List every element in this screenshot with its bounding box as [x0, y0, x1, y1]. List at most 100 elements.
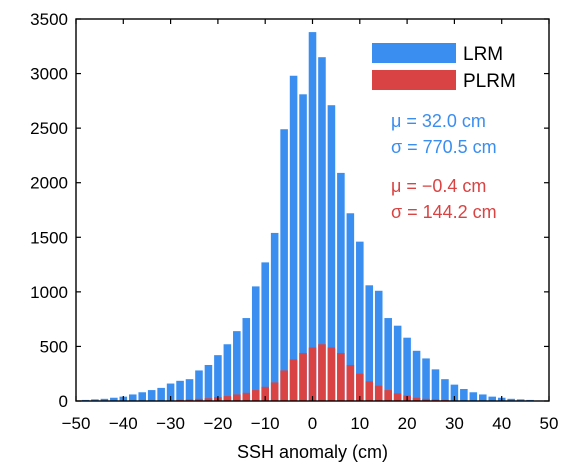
plrm-bar	[185, 399, 194, 401]
plrm-bar	[356, 373, 364, 401]
plrm-mean-annotation: μ = −0.4 cm	[391, 176, 486, 196]
plrm-bar	[422, 398, 430, 401]
plrm-bar	[346, 364, 355, 401]
plrm-bar	[233, 394, 241, 401]
x-tick-label: −50	[62, 414, 91, 433]
lrm-bar	[204, 364, 213, 401]
lrm-bar	[100, 398, 109, 401]
x-tick-label: 0	[308, 414, 317, 433]
lrm-bar	[488, 396, 497, 401]
plrm-bar	[431, 399, 440, 401]
lrm-bar	[422, 358, 430, 401]
plrm-bar	[242, 392, 251, 401]
lrm-bar	[393, 325, 402, 401]
plrm-bar	[412, 397, 421, 401]
x-tick-label: −10	[251, 414, 280, 433]
lrm-bar	[356, 241, 364, 401]
lrm-bar	[176, 380, 184, 401]
legend-swatch-plrm	[372, 70, 456, 90]
lrm-bar	[308, 32, 317, 401]
lrm-bar	[450, 384, 459, 401]
y-tick-label: 2500	[30, 119, 68, 138]
x-tick-label: 40	[492, 414, 511, 433]
plrm-bar	[289, 359, 298, 401]
lrm-bar	[157, 387, 165, 401]
lrm-bar	[233, 331, 241, 401]
plrm-bar	[327, 347, 336, 401]
x-tick-label: 10	[350, 414, 369, 433]
lrm-bar	[214, 355, 222, 401]
y-tick-label: 3500	[30, 10, 68, 29]
y-tick-label: 3000	[30, 65, 68, 84]
statistics-annotations: μ = 32.0 cm σ = 770.5 cm μ = −0.4 cm σ =…	[391, 111, 497, 222]
lrm-bar	[166, 383, 175, 401]
plrm-bars	[166, 344, 459, 401]
x-tick-label: −20	[203, 414, 232, 433]
plrm-bar	[261, 386, 269, 401]
lrm-bar	[403, 337, 411, 401]
lrm-bar	[441, 379, 449, 401]
plrm-bar	[393, 393, 402, 401]
plrm-bar	[251, 390, 260, 401]
lrm-bar	[299, 94, 307, 401]
legend: LRM PLRM	[372, 43, 516, 92]
plrm-bar	[204, 398, 213, 401]
plrm-bar	[299, 352, 307, 401]
plrm-bar	[374, 385, 383, 401]
plrm-bar	[337, 352, 345, 401]
lrm-bar	[469, 392, 478, 401]
lrm-bar	[128, 394, 137, 401]
x-tick-label: −40	[109, 414, 138, 433]
plrm-bar	[280, 370, 288, 401]
lrm-bar	[337, 172, 345, 401]
lrm-sigma-annotation: σ = 770.5 cm	[391, 137, 497, 157]
x-tick-label: −30	[156, 414, 185, 433]
lrm-bar	[412, 350, 421, 401]
plrm-bar	[365, 381, 374, 401]
plrm-bar	[223, 396, 232, 401]
y-tick-label: 2000	[30, 174, 68, 193]
x-axis-ticks: −50 −40 −30 −20 −10 0 10 20 30 40 50	[62, 19, 559, 433]
lrm-bar	[147, 390, 156, 401]
lrm-bar	[289, 75, 298, 401]
lrm-bar	[242, 318, 251, 401]
lrm-bar	[138, 392, 147, 401]
lrm-bar	[223, 344, 232, 401]
lrm-bar	[110, 397, 118, 401]
lrm-bar	[460, 388, 468, 401]
y-tick-label: 0	[59, 392, 68, 411]
legend-label-plrm: PLRM	[463, 71, 516, 92]
lrm-bar	[346, 213, 355, 401]
lrm-bar	[91, 399, 99, 401]
lrm-bar	[251, 286, 260, 401]
plrm-bar	[318, 344, 326, 401]
lrm-bar	[507, 398, 515, 401]
x-tick-label: 30	[445, 414, 464, 433]
plrm-bar	[270, 382, 279, 401]
lrm-bar	[261, 262, 269, 401]
legend-swatch-lrm	[372, 43, 456, 63]
x-tick-label: 50	[540, 414, 559, 433]
plrm-sigma-annotation: σ = 144.2 cm	[391, 202, 497, 222]
legend-label-lrm: LRM	[463, 44, 503, 65]
lrm-bar	[280, 129, 288, 402]
lrm-bar	[479, 394, 487, 401]
lrm-bar	[384, 318, 392, 401]
y-tick-label: 1000	[30, 283, 68, 302]
lrm-bar	[318, 57, 326, 401]
y-tick-label: 500	[40, 337, 68, 356]
lrm-mean-annotation: μ = 32.0 cm	[391, 111, 486, 131]
lrm-bar	[185, 379, 194, 401]
lrm-bar	[374, 290, 383, 401]
lrm-bar	[195, 370, 203, 401]
lrm-bar	[516, 399, 525, 401]
y-axis-ticks: 0 500 1000 1500 2000 2500 3000 3500	[30, 10, 549, 411]
lrm-bars	[81, 32, 544, 402]
x-tick-label: 20	[398, 414, 417, 433]
lrm-bar	[270, 232, 279, 401]
y-tick-label: 1500	[30, 228, 68, 247]
x-axis-label: SSH anomaly (cm)	[237, 442, 388, 462]
plrm-bar	[384, 390, 392, 401]
plrm-bar	[308, 347, 317, 401]
